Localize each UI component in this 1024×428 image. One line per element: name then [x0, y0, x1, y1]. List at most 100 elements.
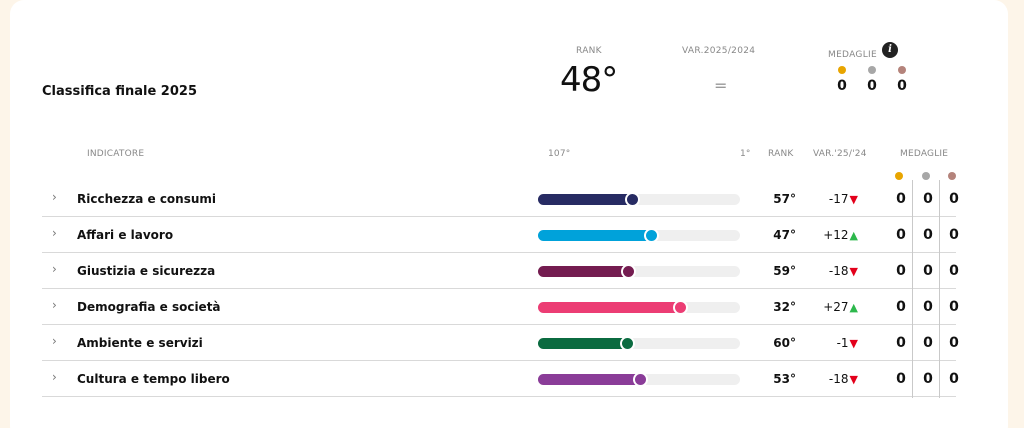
summary-var-label: VAR.2025/2024 — [682, 46, 756, 56]
silver-count: 0 — [923, 299, 933, 315]
rank-bar-track — [538, 264, 740, 279]
summary-var-value: = — [714, 76, 728, 95]
indicator-label: Ambiente e servizi — [77, 336, 203, 350]
gold-count: 0 — [896, 335, 906, 351]
chevron-right-icon[interactable]: › — [52, 334, 57, 348]
arrow-down-icon: ▼ — [849, 337, 858, 350]
arrow-up-icon: ▲ — [849, 229, 858, 242]
header-indicator: INDICATORE — [87, 149, 145, 159]
arrow-down-icon: ▼ — [849, 373, 858, 386]
table-row[interactable]: › Demografia e società 32° +27▲ 0 0 0 — [42, 289, 959, 325]
rank-bar-fill — [538, 266, 629, 277]
var-value: -18 — [828, 372, 849, 386]
silver-count: 0 — [923, 371, 933, 387]
var-value: -18 — [828, 264, 849, 278]
var-value: +12 — [823, 228, 849, 242]
rank-marker — [625, 192, 640, 207]
table-row[interactable]: › Cultura e tempo libero 53° -18▼ 0 0 0 — [42, 361, 959, 397]
bronze-count: 0 — [949, 371, 959, 387]
chevron-right-icon[interactable]: › — [52, 262, 57, 276]
rank-marker — [633, 372, 648, 387]
summary-bronze-count: 0 — [897, 78, 907, 94]
rank-value: 53° — [773, 372, 796, 386]
rank-value: 59° — [773, 264, 796, 278]
gold-count: 0 — [896, 227, 906, 243]
indicator-label: Affari e lavoro — [77, 228, 174, 242]
rank-bar-track — [538, 192, 740, 207]
var-cell: +27▲ — [802, 300, 858, 314]
silver-count: 0 — [923, 191, 933, 207]
table-row[interactable]: › Ricchezza e consumi 57° -17▼ 0 0 0 — [42, 181, 959, 217]
gold-count: 0 — [896, 191, 906, 207]
silver-medal-icon — [922, 172, 930, 180]
silver-count: 0 — [923, 263, 933, 279]
gold-medal-icon — [895, 172, 903, 180]
gold-count: 0 — [896, 263, 906, 279]
rank-bar-fill — [538, 338, 628, 349]
rank-bar-fill — [538, 194, 633, 205]
gold-medal-icon — [838, 66, 846, 74]
bronze-medal-icon — [948, 172, 956, 180]
chevron-right-icon[interactable]: › — [52, 370, 57, 384]
rank-marker — [621, 264, 636, 279]
gold-count: 0 — [896, 299, 906, 315]
header-scale-max: 1° — [740, 149, 751, 159]
chevron-right-icon[interactable]: › — [52, 190, 57, 204]
chevron-right-icon[interactable]: › — [52, 298, 57, 312]
rank-bar-track — [538, 336, 740, 351]
header-medals: MEDAGLIE — [900, 149, 949, 159]
bronze-count: 0 — [949, 299, 959, 315]
arrow-up-icon: ▲ — [849, 301, 858, 314]
column-divider — [912, 180, 913, 398]
table-row[interactable]: › Ambiente e servizi 60° -1▼ 0 0 0 — [42, 325, 959, 361]
indicator-label: Ricchezza e consumi — [77, 192, 217, 206]
arrow-down-icon: ▼ — [849, 265, 858, 278]
rank-value: 47° — [773, 228, 796, 242]
info-icon[interactable]: i — [882, 42, 898, 58]
rank-marker — [644, 228, 659, 243]
table-row[interactable]: › Affari e lavoro 47° +12▲ 0 0 0 — [42, 217, 959, 253]
rank-marker — [620, 336, 635, 351]
var-cell: -1▼ — [802, 336, 858, 350]
summary-silver-count: 0 — [867, 78, 877, 94]
header-rank: RANK — [768, 149, 794, 159]
header-var: VAR.'25/'24 — [813, 149, 867, 159]
silver-count: 0 — [923, 227, 933, 243]
table-row[interactable]: › Giustizia e sicurezza 59° -18▼ 0 0 0 — [42, 253, 959, 289]
silver-count: 0 — [923, 335, 933, 351]
bronze-count: 0 — [949, 191, 959, 207]
rank-bar-fill — [538, 302, 681, 313]
rank-value: 57° — [773, 192, 796, 206]
indicator-label: Giustizia e sicurezza — [77, 264, 216, 278]
arrow-down-icon: ▼ — [849, 193, 858, 206]
summary-rank-label: RANK — [576, 46, 602, 56]
indicator-label: Cultura e tempo libero — [77, 372, 230, 386]
summary-gold-count: 0 — [837, 78, 847, 94]
rank-bar-track — [538, 300, 740, 315]
header-scale-min: 107° — [548, 149, 571, 159]
rank-bar-track — [538, 372, 740, 387]
var-cell: +12▲ — [802, 228, 858, 242]
bronze-medal-icon — [898, 66, 906, 74]
bronze-count: 0 — [949, 227, 959, 243]
chevron-right-icon[interactable]: › — [52, 226, 57, 240]
page-title: Classifica finale 2025 — [42, 84, 197, 99]
rank-value: 60° — [773, 336, 796, 350]
silver-medal-icon — [868, 66, 876, 74]
var-cell: -18▼ — [802, 264, 858, 278]
rank-value: 32° — [773, 300, 796, 314]
indicator-label: Demografia e società — [77, 300, 221, 314]
rank-bar-fill — [538, 374, 641, 385]
var-value: -1 — [836, 336, 849, 350]
summary-medals-label: MEDAGLIE — [828, 50, 877, 60]
summary-rank-value: 48° — [560, 60, 618, 100]
rank-bar-fill — [538, 230, 652, 241]
var-value: +27 — [823, 300, 849, 314]
var-value: -17 — [828, 192, 849, 206]
rank-bar-track — [538, 228, 740, 243]
bronze-count: 0 — [949, 335, 959, 351]
var-cell: -18▼ — [802, 372, 858, 386]
rank-marker — [673, 300, 688, 315]
var-cell: -17▼ — [802, 192, 858, 206]
bronze-count: 0 — [949, 263, 959, 279]
